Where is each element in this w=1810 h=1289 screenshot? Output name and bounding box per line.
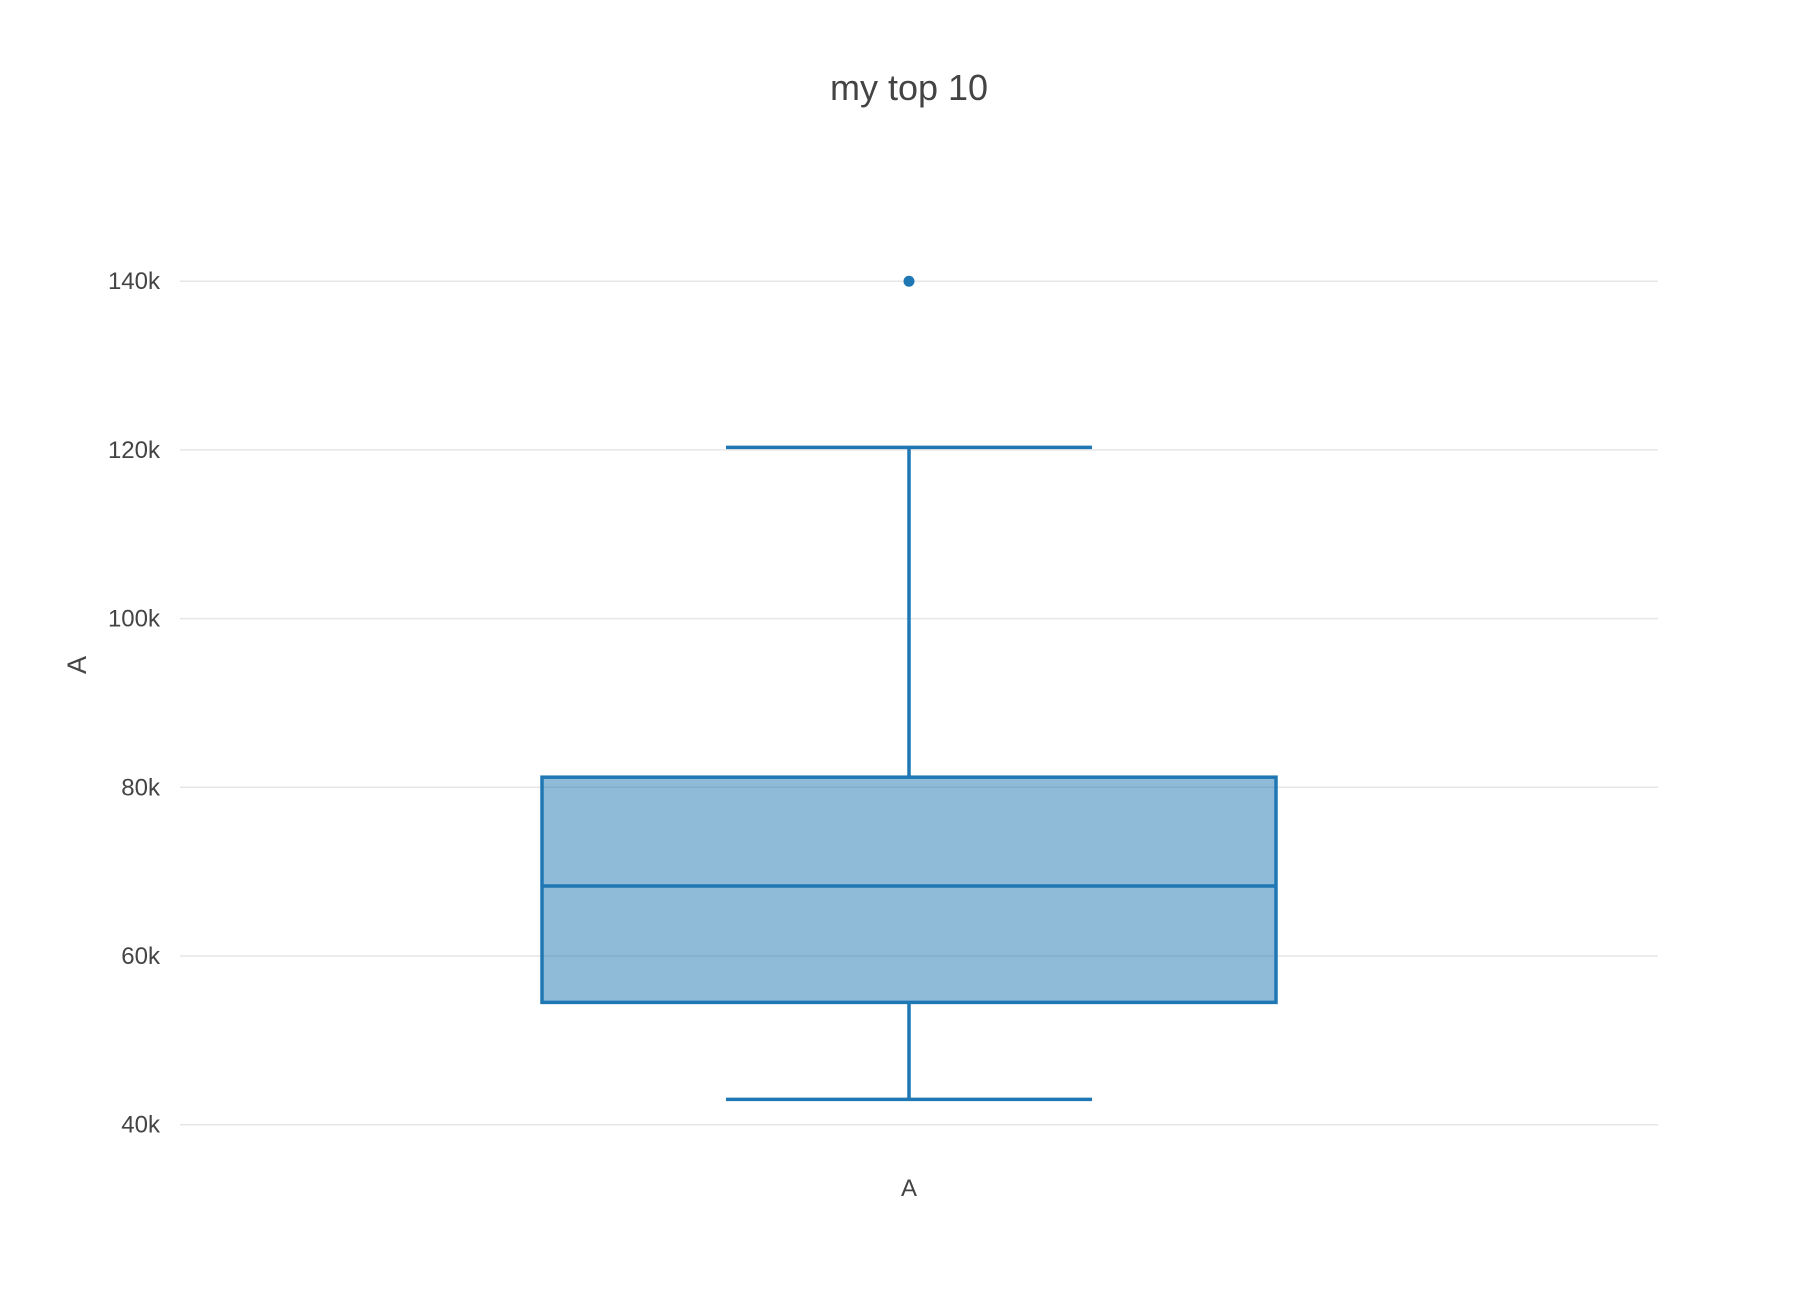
y-tick-label: 80k [121,774,161,801]
chart-title: my top 10 [830,67,988,108]
y-axis-title: A [62,656,92,674]
y-tick-label: 60k [121,943,161,970]
y-tick-label: 120k [108,437,161,464]
iqr-box[interactable] [540,775,1278,1005]
y-tick-label: 100k [108,606,161,633]
outlier-point[interactable] [903,275,915,287]
x-tick-label: A [901,1175,917,1202]
y-tick-label: 140k [108,268,161,295]
y-tick-label: 40k [121,1112,161,1139]
axes: 40k 60k 80k 100k 120k 140k A [108,268,917,1202]
box-trace[interactable] [540,275,1278,1102]
